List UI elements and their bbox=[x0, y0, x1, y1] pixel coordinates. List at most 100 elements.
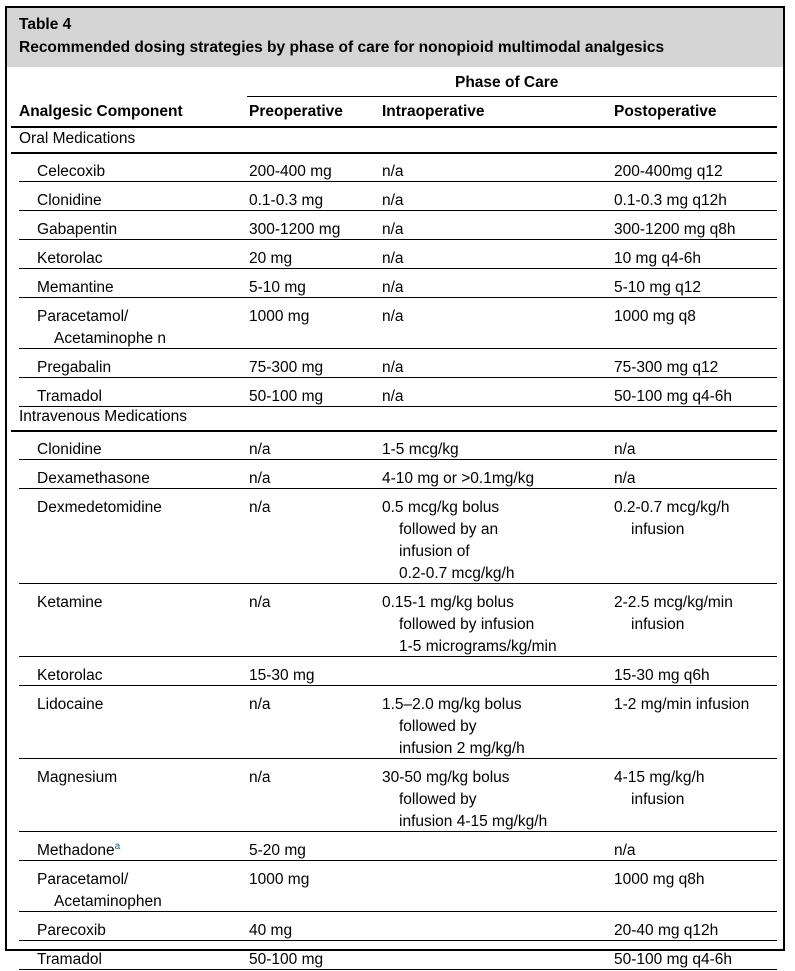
cell-component: Dexmedetomidine bbox=[37, 497, 162, 519]
header-rule bbox=[11, 126, 777, 128]
cell-line: 5-10 mg bbox=[249, 279, 306, 296]
cell-preoperative: 50-100 mg bbox=[249, 386, 323, 408]
cell-line: 0.5 mcg/kg bolus bbox=[382, 499, 500, 516]
drug-name: Methadone bbox=[37, 842, 115, 859]
cell-line: Celecoxib bbox=[37, 163, 106, 180]
cell-postoperative: 1-2 mg/min infusion bbox=[614, 694, 749, 716]
cell-line: 1000 mg bbox=[249, 308, 310, 325]
cell-preoperative: n/a bbox=[249, 694, 271, 716]
cell-line: n/a bbox=[249, 696, 271, 713]
cell-line: 5-20 mg bbox=[249, 842, 306, 859]
cell-line: 0.2-0.7 mcg/kg/h bbox=[399, 565, 515, 582]
cell-intraoperative: n/a bbox=[382, 161, 404, 183]
cell-postoperative: 1000 mg q8h bbox=[614, 869, 705, 891]
cell-line: n/a bbox=[249, 499, 271, 516]
cell-component: Tramadol bbox=[37, 386, 102, 408]
cell-line: 1-5 micrograms/kg/min bbox=[399, 638, 557, 655]
cell-line: n/a bbox=[249, 441, 271, 458]
cell-intraoperative: 1-5 mcg/kg bbox=[382, 439, 459, 461]
cell-component: Methadonea bbox=[37, 840, 120, 862]
cell-postoperative: 10 mg q4-6h bbox=[614, 248, 701, 270]
cell-line: Pregabalin bbox=[37, 359, 112, 376]
cell-line: n/a bbox=[382, 163, 404, 180]
table-row: Clonidine 0.1-0.3 mg n/a 0.1-0.3 mg q12h bbox=[19, 182, 777, 211]
cell-line: Paracetamol/ bbox=[37, 308, 129, 325]
cell-component: Parecoxib bbox=[37, 920, 106, 942]
phase-of-care-header: Phase of Care bbox=[455, 74, 559, 91]
cell-line: 10 mg q4-6h bbox=[614, 250, 702, 267]
cell-postoperative: n/a bbox=[614, 439, 636, 461]
cell-intraoperative: 0.15-1 mg/kg bolus followed by infusion 1-… bbox=[382, 592, 557, 658]
cell-preoperative: 5-10 mg bbox=[249, 277, 306, 299]
cell-line: infusion 2 mg/kg/h bbox=[399, 740, 525, 757]
table-row: Magnesium n/a 30-50 mg/kg bolus followed by… bbox=[19, 759, 777, 832]
cell-preoperative: 40 mg bbox=[249, 920, 292, 942]
cell-line: 0.2-0.7 mcg/kg/h bbox=[614, 499, 730, 516]
cell-intraoperative: 1.5–2.0 mg/kg bolus followed by infusion 2… bbox=[382, 694, 525, 760]
cell-line: 50-100 mg bbox=[249, 388, 324, 405]
cell-line: Dexmedetomidine bbox=[37, 499, 162, 516]
table-row: Paracetamol/Acetaminophe n 1000 mg n/a 1000… bbox=[19, 298, 777, 349]
cell-preoperative: 300-1200 mg bbox=[249, 219, 340, 241]
cell-preoperative: 20 mg bbox=[249, 248, 292, 270]
cell-postoperative: 5-10 mg q12 bbox=[614, 277, 701, 299]
cell-preoperative: 200-400 mg bbox=[249, 161, 332, 183]
footnote-marker[interactable]: a bbox=[114, 840, 121, 852]
cell-postoperative: 300-1200 mg q8h bbox=[614, 219, 736, 241]
col-header-component: Analgesic Component bbox=[19, 103, 183, 120]
cell-line: 75-300 mg q12 bbox=[614, 359, 719, 376]
table-row: Ketorolac 20 mg n/a 10 mg q4-6h bbox=[19, 240, 777, 269]
cell-preoperative: 0.1-0.3 mg bbox=[249, 190, 323, 212]
table-frame: Table 4 Recommended dosing strategies by… bbox=[5, 6, 785, 970]
cell-postoperative: 1000 mg q8 bbox=[614, 306, 696, 328]
cell-preoperative: n/a bbox=[249, 592, 271, 614]
cell-line: 5-10 mg q12 bbox=[614, 279, 702, 296]
cell-line: 300-1200 mg q8h bbox=[614, 221, 736, 238]
cell-line: Memantine bbox=[37, 279, 114, 296]
cell-line: Ketamine bbox=[37, 594, 103, 611]
cell-line: Lidocaine bbox=[37, 696, 104, 713]
cell-postoperative: 2-2.5 mcg/kg/min infusion bbox=[614, 592, 733, 636]
table-row: Celecoxib 200-400 mg n/a 200-400mg q12 bbox=[19, 153, 777, 182]
cell-line: Gabapentin bbox=[37, 221, 118, 238]
table-row: Clonidine n/a 1-5 mcg/kg n/a bbox=[19, 431, 777, 460]
cell-preoperative: 75-300 mg bbox=[249, 357, 323, 379]
cell-component: Gabapentin bbox=[37, 219, 117, 241]
cell-line: infusion bbox=[631, 791, 685, 808]
cell-line: 15-30 mg q6h bbox=[614, 667, 710, 684]
cell-line: 75-300 mg bbox=[249, 359, 324, 376]
cell-line: n/a bbox=[614, 441, 636, 458]
cell-postoperative: 200-400mg q12 bbox=[614, 161, 723, 183]
cell-component: Ketorolac bbox=[37, 248, 102, 270]
cell-line: n/a bbox=[382, 192, 404, 209]
cell-line: 20-40 mg q12h bbox=[614, 922, 719, 939]
table-row: Gabapentin 300-1200 mg n/a 300-1200 mg q8h bbox=[19, 211, 777, 240]
table-row: Tramadol 50-100 mg n/a 50-100 mg q4-6h bbox=[19, 378, 777, 407]
cell-component: Memantine bbox=[37, 277, 114, 299]
cell-line: followed by bbox=[399, 791, 477, 808]
cell-line: Tramadol bbox=[37, 388, 102, 405]
cell-component: Celecoxib bbox=[37, 161, 105, 183]
cell-postoperative: 0.1-0.3 mg q12h bbox=[614, 190, 727, 212]
table-row: Dexmedetomidine n/a 0.5 mcg/kg bolus follow… bbox=[19, 489, 777, 584]
section-title: Oral Medications bbox=[19, 130, 136, 147]
cell-preoperative: n/a bbox=[249, 767, 271, 789]
cell-line: 300-1200 mg bbox=[249, 221, 341, 238]
cell-component: Clonidine bbox=[37, 439, 102, 461]
cell-component: Magnesium bbox=[37, 767, 117, 789]
cell-postoperative: 4-15 mg/kg/h infusion bbox=[614, 767, 704, 811]
cell-line: Dexamethasone bbox=[37, 470, 150, 487]
cell-line: 50-100 mg bbox=[249, 951, 324, 968]
cell-component: Lidocaine bbox=[37, 694, 103, 716]
table-number: Table 4 bbox=[19, 16, 72, 33]
cell-line: Ketorolac bbox=[37, 250, 103, 267]
cell-line: 4-15 mg/kg/h bbox=[614, 769, 705, 786]
cell-line: followed by bbox=[399, 718, 477, 735]
section-rule bbox=[11, 430, 777, 432]
cell-line: n/a bbox=[249, 470, 271, 487]
cell-postoperative: 50-100 mg q4-6h bbox=[614, 949, 732, 971]
cell-line: Acetaminophe n bbox=[54, 330, 167, 347]
cell-intraoperative: 30-50 mg/kg bolus followed by infusion 4-1… bbox=[382, 767, 547, 833]
cell-preoperative: n/a bbox=[249, 468, 271, 490]
cell-line: Paracetamol/ bbox=[37, 871, 129, 888]
